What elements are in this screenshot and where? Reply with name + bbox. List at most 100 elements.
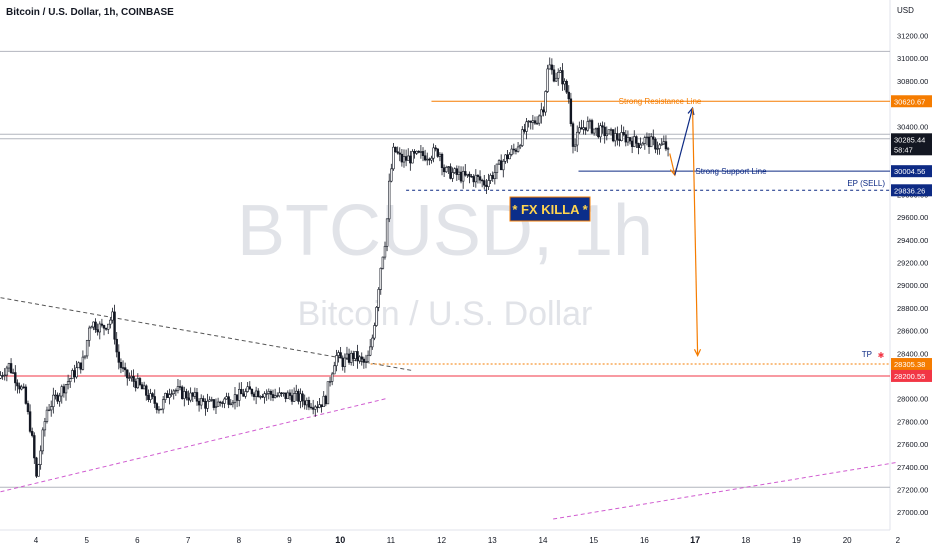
candle-body bbox=[263, 393, 266, 398]
price-tag bbox=[891, 95, 932, 108]
candle-body bbox=[7, 363, 11, 369]
price-tick-label: 31200.00 bbox=[897, 32, 928, 41]
time-tick-label: 19 bbox=[792, 536, 801, 545]
candle-body bbox=[210, 399, 213, 401]
candle-body bbox=[183, 391, 186, 399]
candle-body bbox=[174, 389, 178, 392]
candle-body bbox=[512, 148, 516, 151]
candle-body bbox=[238, 389, 241, 401]
candle-body bbox=[476, 174, 480, 177]
candle-body bbox=[109, 319, 112, 325]
candle-body bbox=[140, 384, 144, 390]
candle-body bbox=[402, 156, 406, 163]
projection-arrow bbox=[674, 107, 694, 176]
candle-body bbox=[115, 338, 118, 353]
candle-body bbox=[428, 158, 431, 161]
candle-body bbox=[455, 168, 459, 175]
candle-body bbox=[231, 402, 235, 405]
candle-body bbox=[392, 146, 395, 170]
candle-body bbox=[206, 400, 209, 409]
candle-body bbox=[195, 392, 199, 402]
candle-body bbox=[552, 69, 556, 82]
candle-body bbox=[161, 399, 165, 410]
time-tick-label: 9 bbox=[287, 536, 292, 545]
fx-killa-text: * FX KILLA * bbox=[512, 202, 588, 217]
candle-body bbox=[30, 431, 34, 436]
candle-body bbox=[569, 98, 573, 125]
candle-body bbox=[208, 399, 211, 402]
symbol-title[interactable]: Bitcoin / U.S. Dollar, 1h, COINBASE bbox=[6, 7, 174, 18]
candle-body bbox=[286, 392, 290, 399]
time-tick-label: 13 bbox=[488, 536, 497, 545]
candle-body bbox=[5, 367, 9, 376]
candle-body bbox=[590, 120, 594, 134]
time-tick-label: 17 bbox=[690, 535, 700, 545]
candle-body bbox=[166, 393, 169, 398]
tp-label: TP bbox=[862, 350, 872, 359]
candle-body bbox=[257, 390, 260, 398]
candle-body bbox=[254, 390, 258, 397]
candle-body bbox=[284, 392, 287, 399]
candle-body bbox=[453, 168, 456, 173]
candle-body bbox=[649, 136, 653, 148]
candle-body bbox=[79, 362, 82, 370]
candle-body bbox=[170, 393, 173, 395]
candle-body bbox=[39, 450, 42, 465]
time-tick-label: 14 bbox=[539, 536, 548, 545]
candle-body bbox=[373, 325, 376, 339]
candle-body bbox=[377, 289, 380, 308]
candle-body bbox=[339, 352, 342, 359]
candle-body bbox=[442, 167, 446, 173]
candle-body bbox=[633, 136, 636, 147]
candle-body bbox=[322, 395, 325, 407]
candle-body bbox=[235, 394, 239, 401]
candle-body bbox=[599, 125, 602, 138]
candle-body bbox=[521, 129, 524, 146]
candle-body bbox=[113, 311, 116, 340]
candle-body bbox=[639, 144, 642, 148]
candle-body bbox=[54, 394, 57, 397]
candle-body bbox=[265, 393, 268, 395]
candle-body bbox=[333, 365, 336, 375]
price-tick-label: 30400.00 bbox=[897, 122, 928, 131]
candle-body bbox=[349, 352, 353, 363]
price-tick-label: 31000.00 bbox=[897, 54, 928, 63]
candle-body bbox=[24, 386, 28, 404]
candle-body bbox=[197, 400, 201, 406]
time-tick-label: 2 bbox=[896, 536, 901, 545]
time-axis[interactable]: 4 5 6 7 8 9 10 11 12 13 14 15 16 17 18 19 20 2 bbox=[34, 535, 901, 545]
projection-arrows bbox=[669, 106, 702, 357]
candle-body bbox=[535, 122, 539, 125]
candle-body bbox=[609, 129, 613, 131]
candle-body bbox=[212, 399, 216, 408]
candle-body bbox=[436, 148, 439, 157]
candle-body bbox=[278, 392, 281, 397]
candle-body bbox=[662, 141, 666, 145]
candle-body bbox=[62, 386, 66, 394]
candle-body bbox=[584, 127, 587, 131]
candle-body bbox=[219, 401, 222, 404]
candle-body bbox=[347, 353, 351, 363]
time-tick-label: 5 bbox=[84, 536, 89, 545]
candle-body bbox=[26, 403, 30, 412]
candle-body bbox=[269, 391, 273, 395]
candle-body bbox=[573, 144, 577, 147]
trendlines bbox=[0, 297, 898, 520]
candle-body bbox=[153, 396, 156, 404]
candle-body bbox=[487, 180, 490, 187]
candle-body bbox=[85, 340, 89, 357]
candle-body bbox=[645, 136, 649, 139]
candle-body bbox=[595, 127, 598, 130]
candle-body bbox=[149, 393, 152, 400]
support-label: Strong Support Line bbox=[695, 167, 767, 176]
candle-body bbox=[90, 326, 93, 329]
price-tag bbox=[891, 184, 932, 197]
candle-body bbox=[221, 402, 224, 404]
price-tick-label: 28000.00 bbox=[897, 395, 928, 404]
candle-body bbox=[142, 385, 146, 390]
projection-arrow bbox=[669, 153, 676, 176]
candle-body bbox=[18, 385, 21, 390]
candle-body bbox=[233, 394, 237, 403]
